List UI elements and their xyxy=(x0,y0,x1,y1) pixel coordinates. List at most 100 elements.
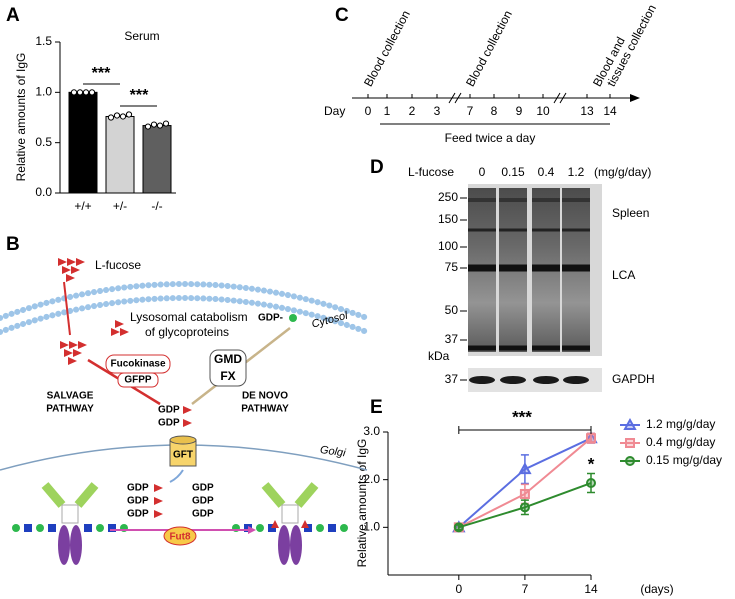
fucose-icon xyxy=(115,320,124,328)
data-point xyxy=(119,113,127,120)
day-tick-label: 8 xyxy=(491,104,498,118)
dose-label: 0.4 xyxy=(538,165,555,179)
glycan-icon xyxy=(84,524,92,532)
dose-unit: (mg/g/day) xyxy=(594,165,651,179)
blot-band xyxy=(468,345,496,351)
glycan-icon xyxy=(48,524,56,532)
gdp-label: GDP xyxy=(127,483,149,494)
glycan-icon xyxy=(108,524,116,532)
gdp-label: GDP xyxy=(192,496,214,507)
antibody-arm xyxy=(261,482,319,508)
data-point xyxy=(70,89,78,96)
day-tick-label: 9 xyxy=(516,104,523,118)
day-tick-label: 1 xyxy=(384,104,391,118)
gdp-label: GDP xyxy=(192,509,214,520)
day-tick-label: 10 xyxy=(536,104,550,118)
loading-band xyxy=(500,376,526,384)
y-tick-label: 0.5 xyxy=(35,135,52,149)
mw-marker: 37 xyxy=(445,372,459,386)
glycan-icon xyxy=(316,524,324,532)
glycan-icon xyxy=(256,524,264,532)
enzyme-label: Fucokinase xyxy=(110,359,165,370)
y-tick-label: 3.0 xyxy=(363,424,380,438)
glycan-icon xyxy=(328,524,336,532)
fucose-icon xyxy=(183,406,192,414)
day-label: Day xyxy=(324,104,345,118)
x-tick-label: +/+ xyxy=(74,199,91,213)
error-bar xyxy=(520,454,529,485)
legend-marker xyxy=(625,438,635,448)
data-point xyxy=(519,488,530,499)
panel-label: A xyxy=(6,5,20,26)
glycan-icon xyxy=(12,524,20,532)
glycan-icon xyxy=(96,524,104,532)
antibody-hinge xyxy=(281,504,299,524)
diagram-label: Lysosomal catabolism xyxy=(130,310,248,324)
arrow xyxy=(63,281,71,336)
diagram-label: of glycoproteins xyxy=(145,325,229,339)
fucose-icon xyxy=(64,349,73,357)
blot-band xyxy=(562,264,590,272)
fucose-icon xyxy=(271,520,279,528)
enzyme-box xyxy=(209,349,247,387)
chart-title: Serum xyxy=(124,29,159,43)
fucose-icon xyxy=(67,258,76,266)
data-point xyxy=(586,478,596,489)
significance: *** xyxy=(512,407,532,426)
x-tick-label: 14 xyxy=(584,582,598,596)
fucose-icon xyxy=(76,258,85,266)
pathway-label: PATHWAY xyxy=(241,404,289,415)
day-tick-label: 2 xyxy=(409,104,416,118)
day-tick-label: 7 xyxy=(467,104,474,118)
fucose-icon xyxy=(183,419,192,427)
fucose-icon xyxy=(120,328,129,336)
y-axis-label: Relative amounts of IgG xyxy=(14,53,28,182)
gdp-label: GDP xyxy=(127,509,149,520)
data-point xyxy=(107,114,115,121)
tissue-label: Spleen xyxy=(612,206,649,220)
blot-band xyxy=(499,345,527,351)
x-axis-label: (days) xyxy=(640,582,673,596)
mannose-icon xyxy=(289,314,297,322)
y-axis-label: Relative amounts of IgG xyxy=(355,439,369,568)
fucose-icon xyxy=(69,341,78,349)
blot-band xyxy=(532,264,560,272)
fucose-icon xyxy=(60,341,69,349)
mw-marker: 100 xyxy=(438,239,458,253)
x-tick-label: +/- xyxy=(113,199,127,213)
day-tick-label: 3 xyxy=(434,104,441,118)
bar xyxy=(68,91,98,194)
loading-label: GAPDH xyxy=(612,372,655,386)
blot-band xyxy=(562,228,590,232)
day-tick-label: 14 xyxy=(603,104,617,118)
fucose-icon xyxy=(66,274,75,282)
legend-marker xyxy=(625,456,635,466)
panel-label: D xyxy=(370,157,384,178)
event-label: Blood collection xyxy=(361,8,413,89)
axis-break xyxy=(553,92,567,104)
legend-marker xyxy=(623,417,637,430)
enzyme-icon xyxy=(163,526,197,546)
kda-label: kDa xyxy=(428,349,450,363)
antibody-fc xyxy=(70,525,82,565)
legend-label: 0.15 mg/g/day xyxy=(646,453,722,467)
fucose-icon xyxy=(71,266,80,274)
loading-band xyxy=(469,376,495,384)
dose-label: 1.2 xyxy=(568,165,585,179)
bar xyxy=(105,115,135,194)
data-point xyxy=(82,89,90,96)
data-point xyxy=(453,522,464,533)
loading-band xyxy=(533,376,559,384)
enzyme-label: GFPP xyxy=(124,375,152,386)
y-tick-label: 2.0 xyxy=(363,472,380,486)
mw-marker: 50 xyxy=(445,303,459,317)
data-point xyxy=(113,112,121,119)
data-point xyxy=(518,462,532,475)
diagram-label: GDP- xyxy=(258,313,283,324)
transporter-top xyxy=(169,435,197,445)
blot-band xyxy=(499,228,527,232)
glycan-icon xyxy=(340,524,348,532)
x-tick-label: 0 xyxy=(455,582,462,596)
enzyme-label: Fut8 xyxy=(169,532,191,543)
pathway-label: SALVAGE xyxy=(47,391,94,402)
